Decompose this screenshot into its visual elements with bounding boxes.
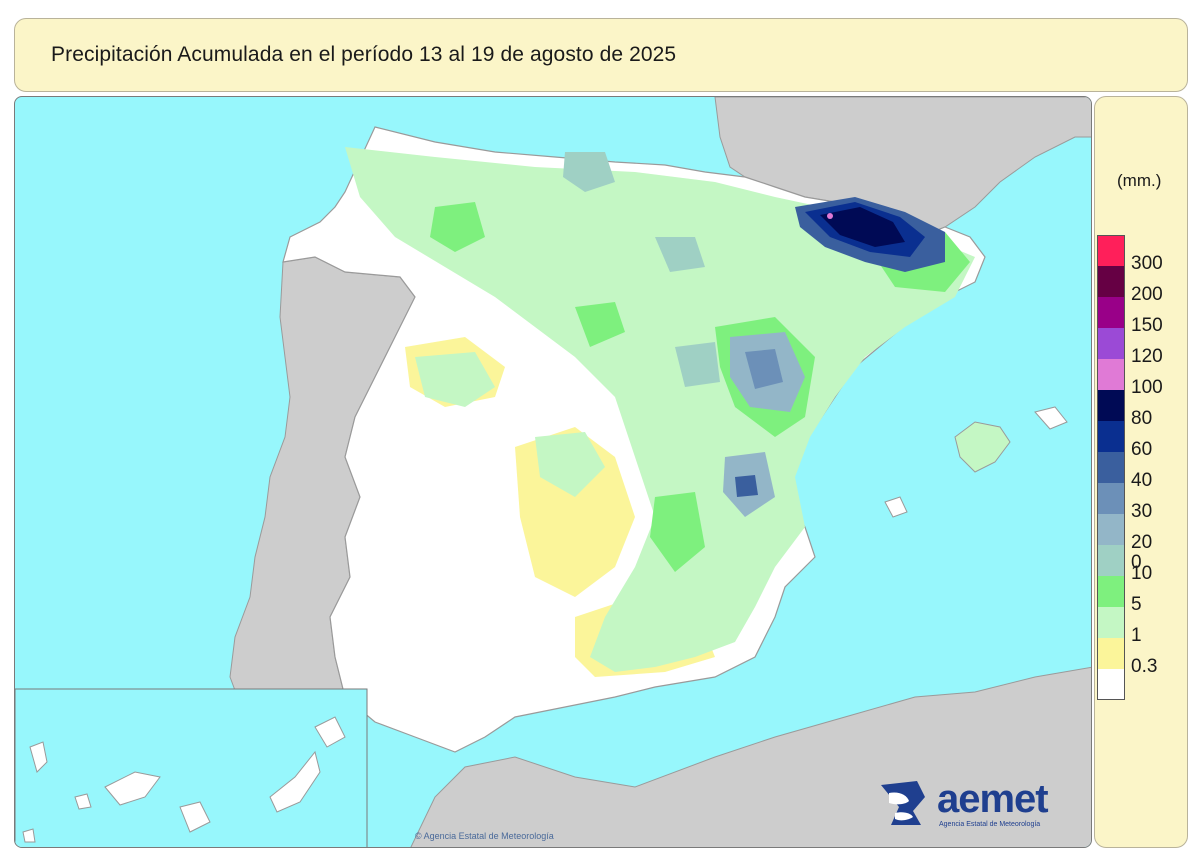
- rain-zone-10: [655, 237, 705, 272]
- africa-landmass: [410, 666, 1091, 847]
- rain-zone-1: [415, 352, 495, 407]
- rain-zone-5: [575, 302, 625, 347]
- legend-swatch: [1097, 638, 1125, 669]
- legend-item: 200: [1097, 266, 1185, 305]
- legend-label: 5: [1131, 594, 1142, 615]
- rain-zone-10: [563, 152, 615, 192]
- legend-item: 5: [1097, 576, 1185, 615]
- legend-item: 1: [1097, 607, 1185, 646]
- legend-item: 0.3: [1097, 638, 1185, 677]
- canary-islands: [74, 793, 92, 810]
- rain-zone-100: [827, 213, 833, 219]
- legend-label: 150: [1131, 315, 1163, 336]
- legend-item: 40: [1097, 452, 1185, 491]
- logo-subtitle: Agencia Estatal de Meteorología: [939, 821, 1041, 828]
- legend-label: 1: [1131, 625, 1142, 646]
- legend-scale: 300 200 150 120 100 80 60 40 30 20 10 5 1 0.3: [1097, 235, 1185, 700]
- legend-bottom-label: 0: [1131, 552, 1142, 573]
- legend-label: 120: [1131, 346, 1163, 367]
- legend-item: 20: [1097, 514, 1185, 553]
- rain-zone-1: [535, 432, 605, 497]
- rain-zone-10: [675, 342, 720, 387]
- rain-zone-1: [345, 147, 975, 672]
- legend-swatch: [1097, 328, 1125, 359]
- legend-label: 40: [1131, 470, 1153, 491]
- legend-label: 80: [1131, 408, 1153, 429]
- legend-swatch: [1097, 483, 1125, 514]
- aemet-logo-icon: [881, 781, 925, 825]
- legend-swatch: [1097, 359, 1125, 390]
- balearic-islands: [1034, 406, 1068, 430]
- rain-zone-80: [820, 207, 905, 247]
- legend-swatch: [1097, 452, 1125, 483]
- rain-zone-5: [430, 202, 485, 252]
- logo-wordmark: aemet: [937, 777, 1049, 821]
- legend-item: [1097, 669, 1185, 700]
- balearic-islands: [884, 496, 908, 518]
- legend-label: 0.3: [1131, 656, 1158, 677]
- balearic-islands: [954, 421, 1011, 473]
- rain-zone-5: [650, 492, 705, 572]
- canary-islands: [22, 828, 36, 843]
- rain-zone-30: [745, 349, 783, 389]
- legend-swatch: [1097, 607, 1125, 638]
- canary-islands: [179, 801, 211, 833]
- legend-label: 10: [1131, 563, 1153, 584]
- legend-swatch: [1097, 235, 1125, 266]
- map-title: Precipitación Acumulada en el período 13…: [51, 43, 677, 66]
- legend-label: 300: [1131, 253, 1163, 274]
- legend-item: 80: [1097, 390, 1185, 429]
- legend-swatch: [1097, 297, 1125, 328]
- legend-swatch: [1097, 514, 1125, 545]
- title-panel: Precipitación Acumulada en el período 13…: [14, 18, 1188, 92]
- legend-item: 100: [1097, 359, 1185, 398]
- legend-item: 10: [1097, 545, 1185, 584]
- legend-item: 150: [1097, 297, 1185, 336]
- legend-item: 300: [1097, 235, 1185, 274]
- legend-item: 120: [1097, 328, 1185, 367]
- map-panel[interactable]: aemet Agencia Estatal de Meteorología © …: [14, 96, 1092, 848]
- rain-zone-40: [735, 475, 758, 497]
- legend-swatch: [1097, 576, 1125, 607]
- canary-islands: [269, 750, 321, 813]
- legend-unit: (mm.): [1117, 171, 1162, 190]
- aemet-logo: aemet Agencia Estatal de Meteorología: [877, 777, 1077, 839]
- canary-islands: [314, 716, 346, 748]
- legend-swatch: [1097, 390, 1125, 421]
- precipitation-map[interactable]: [15, 97, 1092, 848]
- legend-swatch: [1097, 545, 1125, 576]
- legend-label: 100: [1131, 377, 1163, 398]
- legend-item: 60: [1097, 421, 1185, 460]
- legend-label: 200: [1131, 284, 1163, 305]
- canary-islands: [29, 741, 48, 773]
- legend-label: 30: [1131, 501, 1153, 522]
- legend-label: 20: [1131, 532, 1153, 553]
- legend-swatch: [1097, 421, 1125, 452]
- legend-label: 60: [1131, 439, 1153, 460]
- legend-swatch: [1097, 266, 1125, 297]
- credit-text: © Agencia Estatal de Meteorología: [415, 831, 554, 841]
- legend-item: 30: [1097, 483, 1185, 522]
- legend-panel: (mm.) 300 200 150 120 100 80 60 40 30 20 10 5 1 0.3 0: [1094, 96, 1188, 848]
- legend-swatch: [1097, 669, 1125, 700]
- canary-islands: [104, 771, 161, 806]
